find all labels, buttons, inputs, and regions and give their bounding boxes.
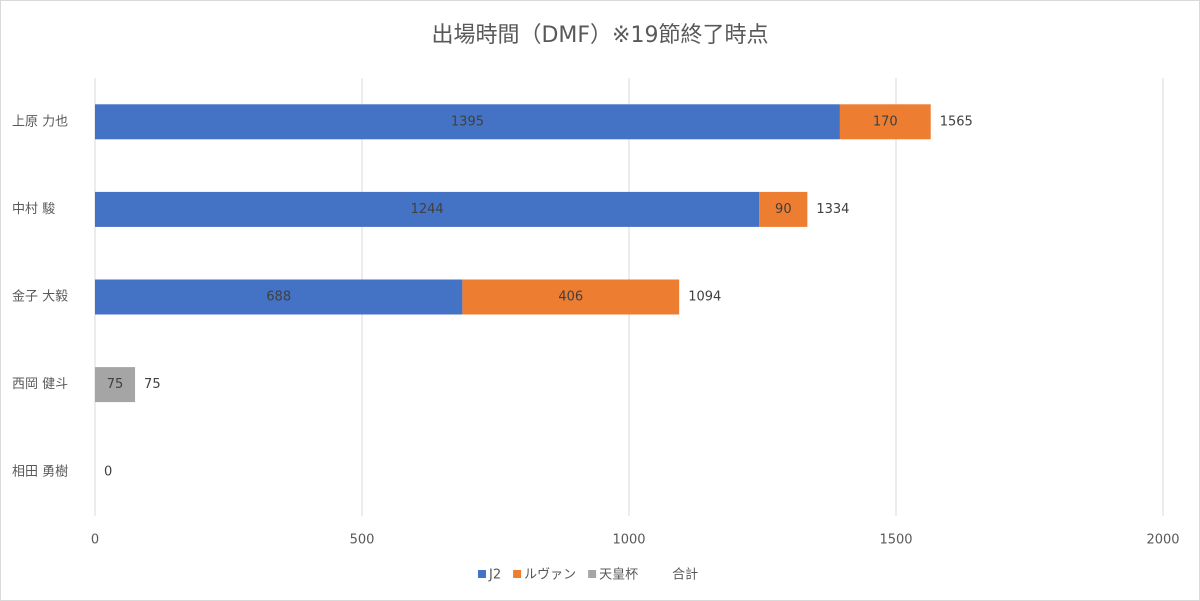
bar-segment <box>759 191 808 227</box>
legend-label: 合計 <box>672 567 698 583</box>
legend-label: J2 <box>488 568 501 583</box>
data-label: 688 <box>266 290 291 305</box>
total-label: 1565 <box>940 114 973 129</box>
bar-segment <box>839 104 931 140</box>
y-tick-label: 西岡 健斗 <box>12 377 68 392</box>
data-label: 75 <box>107 377 124 392</box>
total-label: 0 <box>104 465 112 480</box>
x-tick-label: 0 <box>91 533 99 548</box>
legend-swatch <box>588 570 597 578</box>
bar-segment <box>95 104 840 140</box>
legend-label: ルヴァン <box>524 567 576 583</box>
total-label: 1334 <box>816 202 849 217</box>
bar-segment <box>462 279 680 315</box>
y-tick-label: 相田 勇樹 <box>12 465 68 480</box>
total-label: 75 <box>144 377 161 392</box>
data-label: 170 <box>873 114 898 129</box>
x-tick-label: 1500 <box>879 533 912 548</box>
bar-segment <box>95 367 136 403</box>
y-tick-label: 金子 大毅 <box>12 289 68 305</box>
chart-title: 出場時間（DMF）※19節終了時点 <box>431 23 768 48</box>
y-tick-label: 中村 駿 <box>12 202 55 217</box>
data-label: 90 <box>775 202 792 217</box>
legend-swatch <box>478 570 486 578</box>
x-tick-label: 2000 <box>1146 533 1179 548</box>
legend-label: 天皇杯 <box>599 568 638 583</box>
x-tick-label: 500 <box>350 533 375 548</box>
legend-swatch <box>513 570 522 578</box>
bar-segment <box>95 279 463 315</box>
total-label: 1094 <box>688 290 721 305</box>
data-label: 1244 <box>411 202 444 217</box>
bar-segment <box>95 191 760 227</box>
data-label: 1395 <box>451 114 484 129</box>
data-label: 406 <box>558 290 583 305</box>
y-tick-label: 上原 力也 <box>12 114 68 129</box>
x-tick-label: 1000 <box>612 533 645 548</box>
